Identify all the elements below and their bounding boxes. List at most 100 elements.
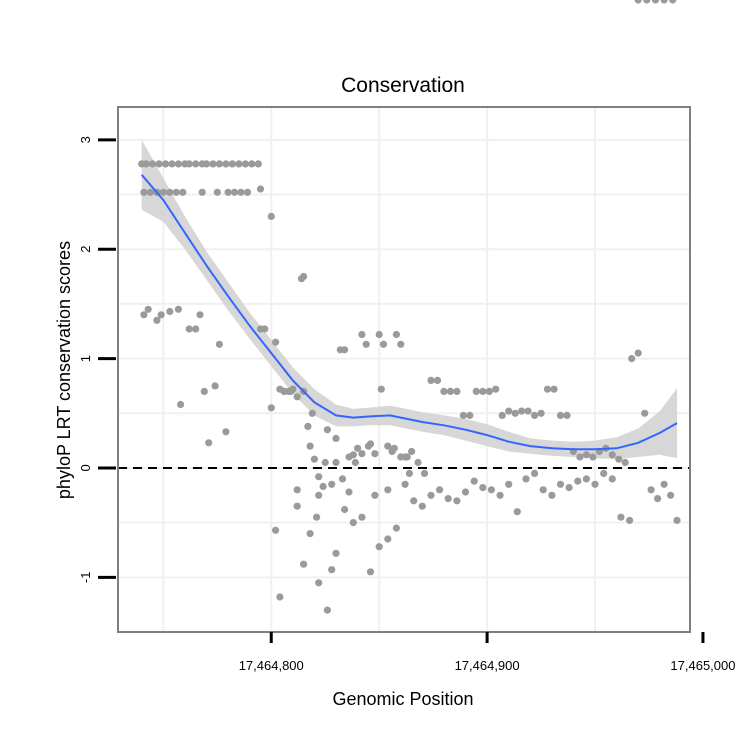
data-point [276, 593, 284, 601]
data-point [634, 349, 642, 357]
data-point [304, 422, 312, 430]
data-point [660, 0, 668, 4]
data-point [537, 409, 545, 417]
data-point [576, 453, 584, 461]
data-point [254, 160, 262, 168]
data-point [397, 340, 405, 348]
y-tick-label: 0 [78, 464, 93, 471]
data-point [384, 486, 392, 494]
data-points [138, 0, 681, 614]
data-point [392, 524, 400, 532]
data-point [427, 491, 435, 499]
data-point [522, 475, 530, 483]
data-point [513, 508, 521, 516]
data-point [142, 160, 150, 168]
data-point [511, 409, 519, 417]
data-point [371, 491, 379, 499]
data-point [643, 0, 651, 4]
y-tick-label: -1 [78, 572, 93, 584]
data-point [358, 513, 366, 521]
grid [118, 107, 690, 632]
data-point [332, 434, 340, 442]
data-point [315, 579, 323, 587]
data-point [390, 444, 398, 452]
confidence-band [141, 139, 677, 460]
data-point [453, 387, 461, 395]
data-point [496, 491, 504, 499]
data-point [222, 160, 230, 168]
data-point [418, 502, 426, 510]
data-point [345, 453, 353, 461]
data-point [237, 188, 245, 196]
data-point [161, 160, 170, 168]
data-point [563, 411, 571, 419]
data-point [332, 458, 340, 467]
data-point [446, 387, 454, 395]
y-tick-label: 3 [78, 136, 93, 143]
data-point [308, 409, 316, 417]
data-point [272, 338, 280, 346]
data-point [243, 188, 252, 196]
data-point [487, 486, 495, 494]
data-point [153, 316, 161, 324]
data-point [215, 160, 223, 168]
data-point [315, 473, 323, 481]
data-point [144, 305, 152, 313]
data-point [375, 543, 383, 551]
data-point [377, 385, 385, 393]
data-point [351, 458, 359, 467]
x-ticks: 17,464,800 17,464,900 17,465,000 [239, 632, 735, 673]
data-point [375, 330, 383, 339]
data-point [349, 519, 357, 527]
data-point [224, 188, 232, 196]
chart-title: Conservation [341, 74, 465, 97]
data-point [591, 480, 599, 488]
data-point [300, 560, 308, 568]
data-point [414, 458, 422, 467]
data-point [362, 340, 370, 348]
data-point [615, 455, 623, 463]
data-point [235, 160, 243, 168]
data-point [461, 488, 470, 496]
data-point [256, 185, 265, 193]
data-point [539, 486, 547, 494]
data-point [405, 469, 413, 477]
data-point [366, 568, 375, 576]
data-point [628, 355, 636, 363]
data-point [364, 442, 372, 450]
data-point [582, 475, 591, 483]
data-point [341, 346, 349, 354]
data-point [505, 407, 513, 415]
data-point [433, 376, 442, 384]
data-point [354, 444, 362, 452]
data-point [215, 340, 223, 348]
data-point [323, 426, 331, 434]
data-point [479, 387, 487, 395]
data-point [617, 513, 625, 521]
data-point [205, 439, 213, 447]
data-point [345, 488, 353, 496]
data-point [660, 480, 668, 488]
data-point [177, 400, 185, 409]
data-point [172, 188, 180, 196]
data-point [608, 475, 616, 483]
data-point [379, 340, 388, 348]
data-point [202, 160, 211, 168]
data-point [222, 428, 230, 436]
data-point [228, 160, 236, 168]
data-point [574, 477, 582, 485]
data-point [550, 385, 558, 393]
data-point [306, 530, 314, 538]
data-point [146, 188, 154, 196]
x-tick-label: 17,465,000 [670, 658, 735, 673]
data-point [392, 330, 400, 339]
data-point [548, 491, 556, 499]
data-point [328, 480, 336, 488]
data-point [358, 450, 366, 458]
data-point [300, 272, 308, 281]
data-point [155, 160, 163, 168]
data-point [174, 160, 182, 168]
data-point [556, 411, 565, 419]
data-point [213, 188, 221, 196]
